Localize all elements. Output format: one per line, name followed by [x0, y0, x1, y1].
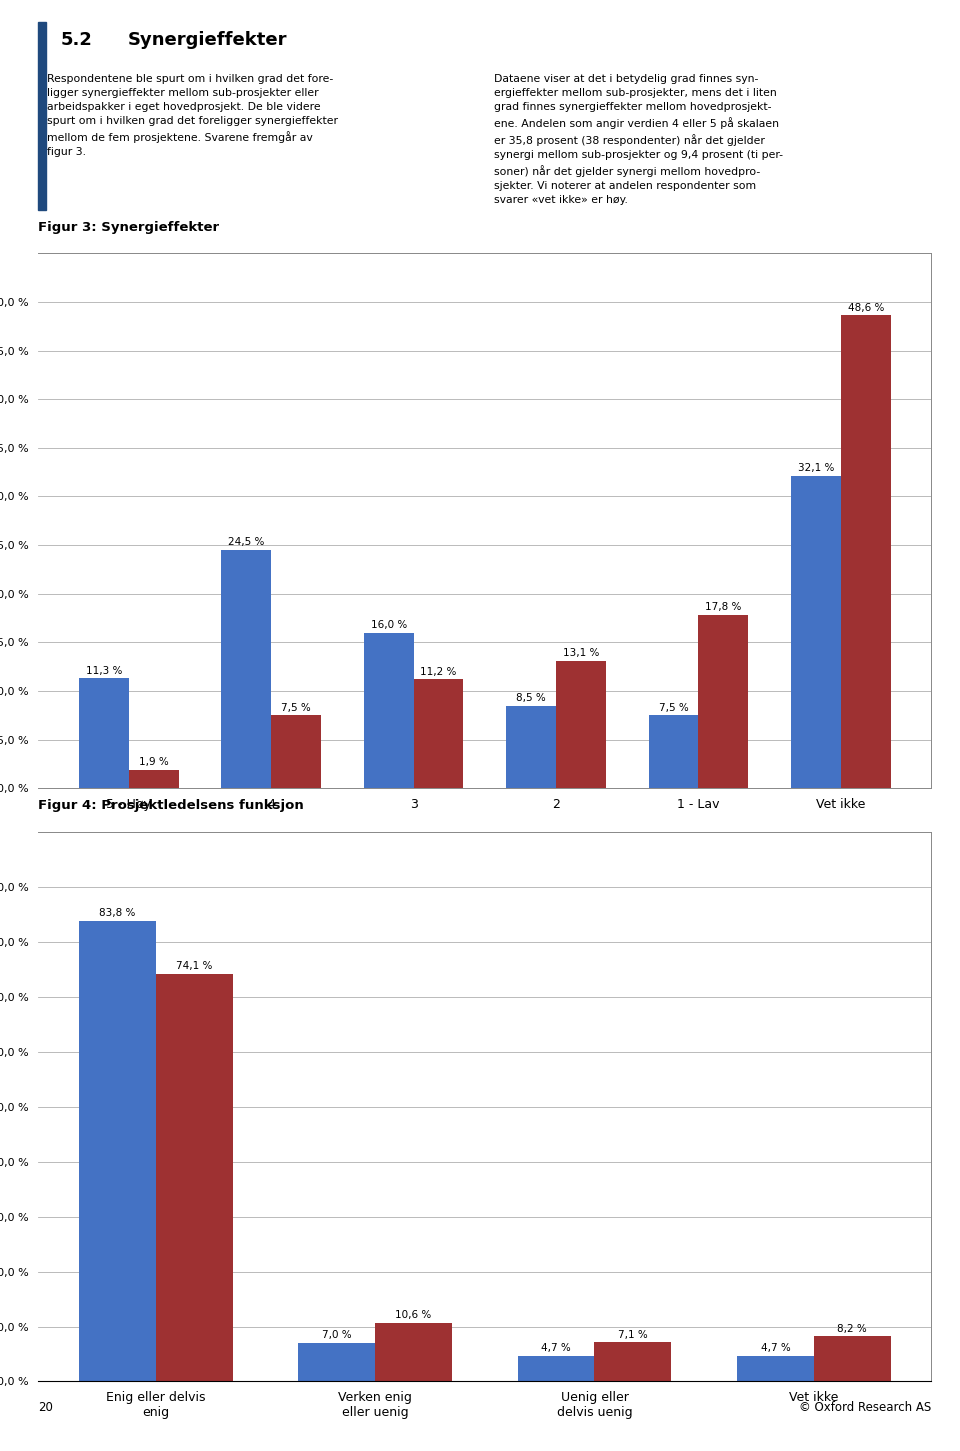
Bar — [556, 662, 606, 788]
Text: Synergieffekter: Synergieffekter — [128, 30, 287, 49]
Text: 4,7 %: 4,7 % — [760, 1344, 790, 1352]
Text: Kilde: Oxford Research AS: Kilde: Oxford Research AS — [38, 939, 175, 949]
Text: 7,0 %: 7,0 % — [322, 1331, 351, 1341]
Bar — [841, 315, 891, 788]
Text: Figur 4: Prosjektledelsens funksjon: Figur 4: Prosjektledelsens funksjon — [38, 800, 304, 813]
Bar — [414, 679, 464, 788]
Bar — [506, 705, 556, 788]
Text: © Oxford Research AS: © Oxford Research AS — [799, 1402, 931, 1415]
Text: 16,0 %: 16,0 % — [371, 620, 407, 630]
Text: 10,6 %: 10,6 % — [396, 1310, 432, 1320]
Bar — [38, 22, 45, 210]
Bar — [79, 921, 156, 1381]
Text: 4,7 %: 4,7 % — [541, 1344, 571, 1352]
Text: 83,8 %: 83,8 % — [99, 908, 135, 918]
Text: 7,5 %: 7,5 % — [659, 702, 688, 712]
Bar — [222, 550, 272, 788]
Text: Dataene viser at det i betydelig grad finnes syn-
ergieffekter mellom sub-prosje: Dataene viser at det i betydelig grad fi… — [493, 74, 782, 205]
Text: 20: 20 — [38, 1402, 53, 1415]
Bar — [79, 679, 129, 788]
Text: 48,6 %: 48,6 % — [848, 303, 884, 312]
Bar — [364, 633, 414, 788]
Text: 74,1 %: 74,1 % — [176, 962, 212, 971]
Text: 17,8 %: 17,8 % — [705, 602, 741, 612]
Bar — [299, 1344, 375, 1381]
Text: 5.2: 5.2 — [60, 30, 92, 49]
Text: Respondentene ble spurt om i hvilken grad det fore-
ligger synergieffekter mello: Respondentene ble spurt om i hvilken gra… — [47, 74, 338, 157]
Bar — [375, 1323, 452, 1381]
Text: 1,9 %: 1,9 % — [139, 757, 169, 768]
Text: 13,1 %: 13,1 % — [563, 649, 599, 657]
Bar — [698, 615, 748, 788]
Bar — [814, 1336, 891, 1381]
Bar — [156, 974, 232, 1381]
Bar — [649, 715, 698, 788]
Text: 8,5 %: 8,5 % — [516, 692, 546, 702]
Text: 8,2 %: 8,2 % — [837, 1323, 867, 1333]
Text: Figur 3: Synergieffekter: Figur 3: Synergieffekter — [38, 221, 220, 234]
Bar — [791, 476, 841, 788]
Bar — [517, 1355, 594, 1381]
Legend: Synergier mellom sub-prosjekter, Synergier mellom prosjekter: Synergier mellom sub-prosjekter, Synergi… — [44, 868, 480, 889]
Bar — [594, 1342, 671, 1381]
Text: 11,2 %: 11,2 % — [420, 666, 457, 676]
Text: 24,5 %: 24,5 % — [228, 537, 265, 547]
Bar — [129, 770, 179, 788]
Text: 7,1 %: 7,1 % — [618, 1329, 648, 1339]
Bar — [737, 1355, 814, 1381]
Text: 32,1 %: 32,1 % — [798, 463, 834, 473]
Text: 7,5 %: 7,5 % — [281, 702, 311, 712]
Bar — [272, 715, 321, 788]
Text: 11,3 %: 11,3 % — [85, 666, 122, 676]
